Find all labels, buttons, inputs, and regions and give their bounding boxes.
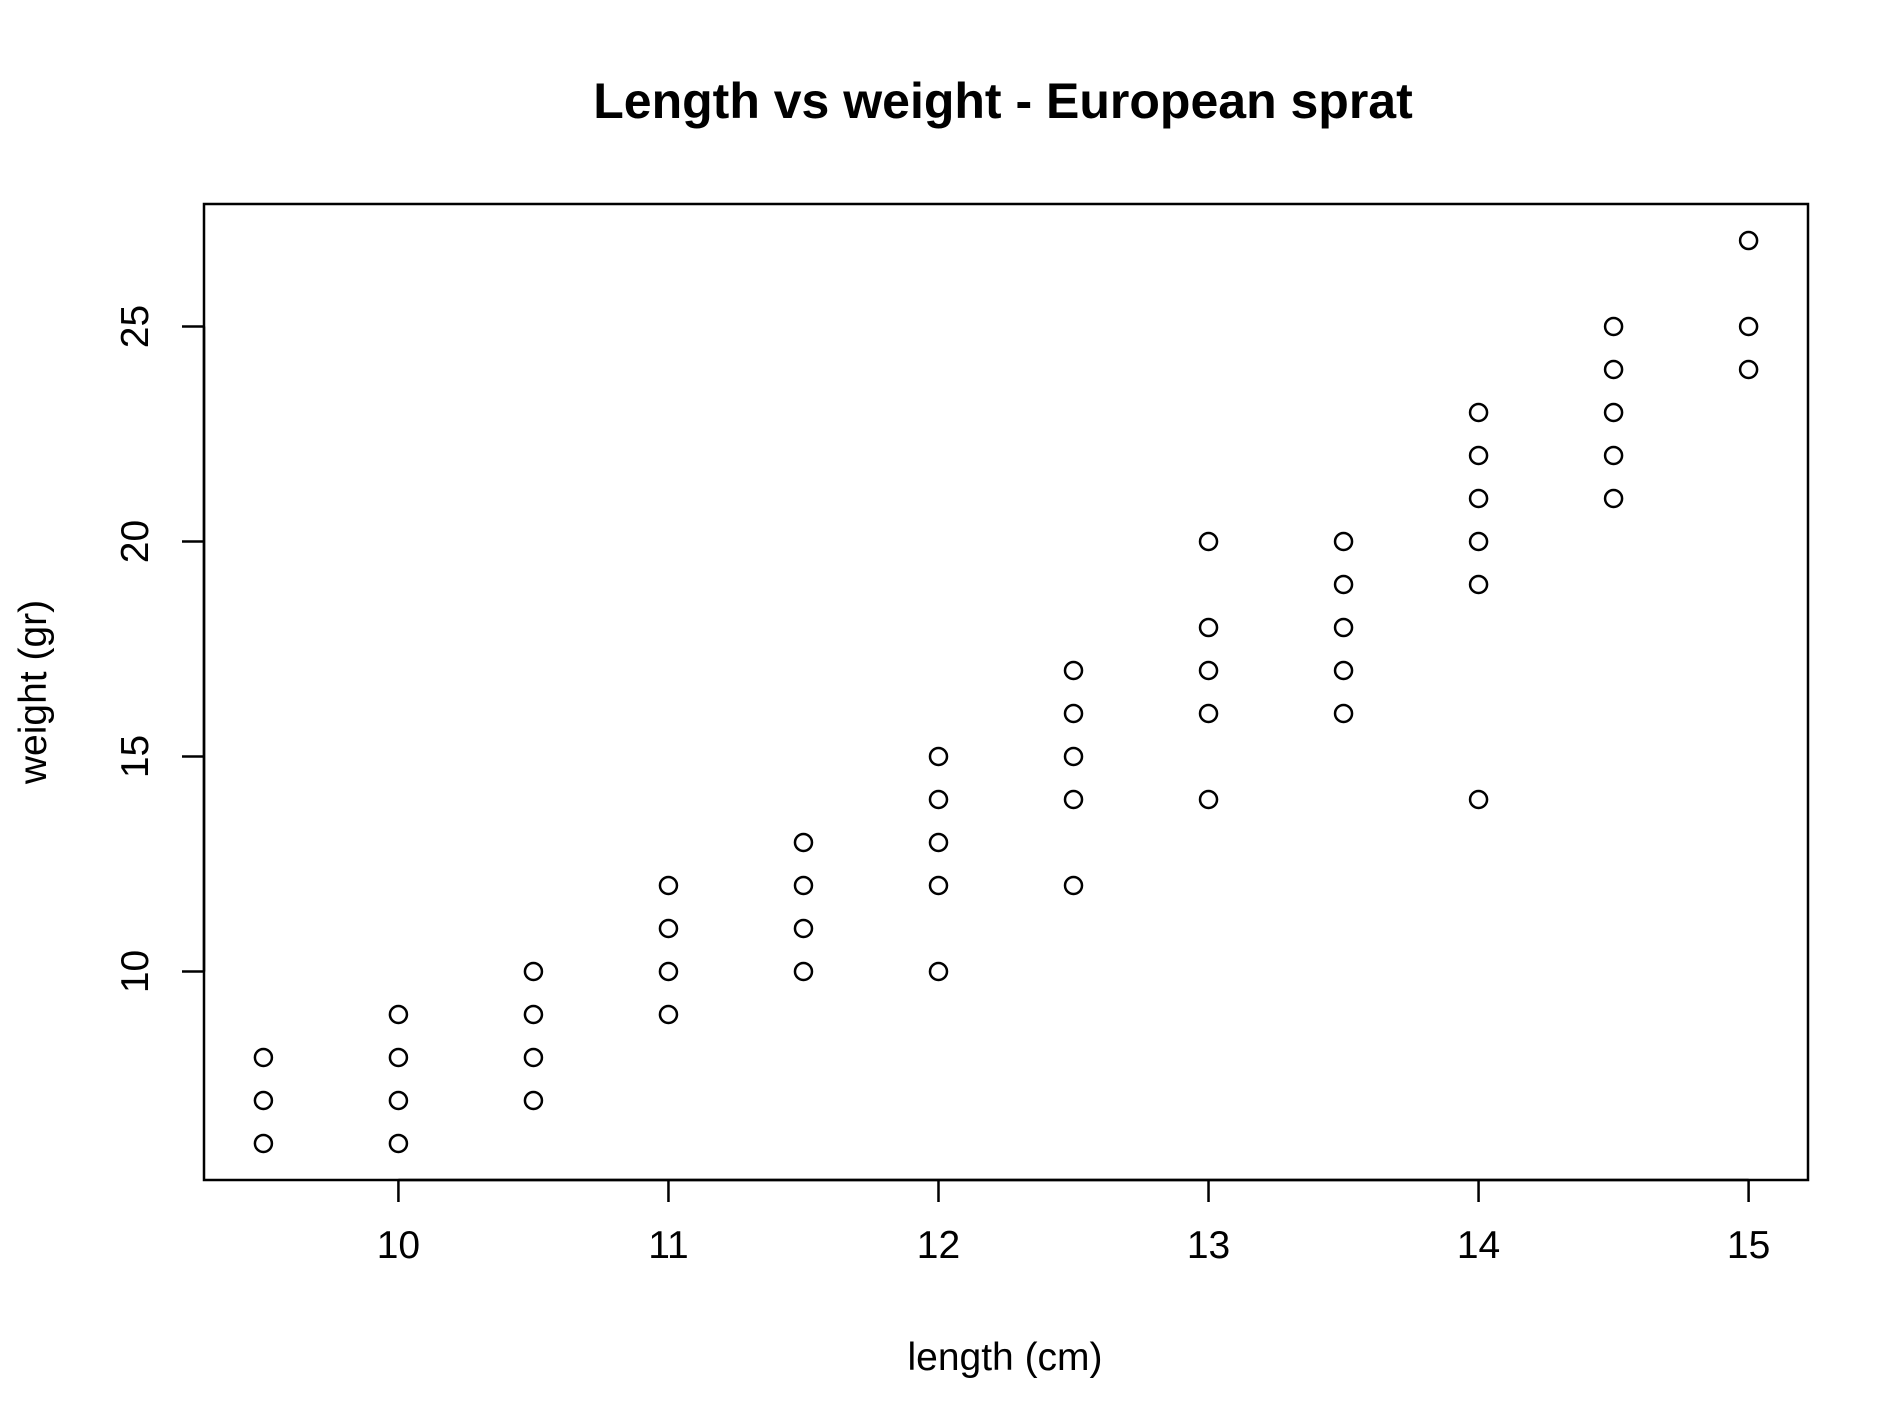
data-points <box>253 230 1759 1154</box>
data-point <box>388 1004 409 1025</box>
data-point <box>928 746 949 767</box>
x-tick-label: 10 <box>377 1224 420 1267</box>
data-point <box>523 1047 544 1068</box>
data-point <box>1063 746 1084 767</box>
data-point <box>523 1004 544 1025</box>
data-point <box>1198 703 1219 724</box>
data-point <box>1738 230 1759 251</box>
data-point <box>1063 789 1084 810</box>
data-point <box>1468 789 1489 810</box>
data-point <box>658 961 679 982</box>
data-point <box>1198 789 1219 810</box>
data-point <box>523 1090 544 1111</box>
x-axis: 10 11 12 13 14 15 <box>377 1178 1770 1267</box>
x-tick-label: 11 <box>648 1224 689 1267</box>
data-point <box>1468 402 1489 423</box>
data-point <box>1603 402 1624 423</box>
data-point <box>1738 316 1759 337</box>
data-point <box>1063 703 1084 724</box>
data-point <box>1333 574 1354 595</box>
data-point <box>928 832 949 853</box>
data-point <box>658 1004 679 1025</box>
data-point <box>1333 531 1354 552</box>
data-point <box>253 1047 274 1068</box>
data-point <box>1333 660 1354 681</box>
data-point <box>1603 488 1624 509</box>
y-tick-label: 20 <box>114 520 157 563</box>
y-axis-label: weight (gr) <box>12 600 55 785</box>
data-point <box>793 918 814 939</box>
data-point <box>388 1090 409 1111</box>
data-point <box>1468 531 1489 552</box>
data-point <box>388 1133 409 1154</box>
data-point <box>1198 617 1219 638</box>
data-point <box>928 961 949 982</box>
data-point <box>1603 445 1624 466</box>
data-point <box>658 918 679 939</box>
y-tick-label: 15 <box>114 735 157 778</box>
x-axis-label: length (cm) <box>907 1336 1102 1379</box>
y-tick-label: 25 <box>114 305 157 348</box>
x-tick-label: 13 <box>1187 1224 1230 1267</box>
y-axis: 10 15 20 25 <box>114 305 206 993</box>
data-point <box>253 1133 274 1154</box>
data-point <box>523 961 544 982</box>
data-point <box>793 875 814 896</box>
y-tick-label: 10 <box>114 950 157 993</box>
data-point <box>793 832 814 853</box>
data-point <box>928 875 949 896</box>
data-point <box>658 875 679 896</box>
data-point <box>1468 488 1489 509</box>
data-point <box>253 1090 274 1111</box>
data-point <box>1603 316 1624 337</box>
data-point <box>1063 660 1084 681</box>
data-point <box>1198 531 1219 552</box>
data-point <box>1468 574 1489 595</box>
data-point <box>1198 660 1219 681</box>
chart-title: Length vs weight - European sprat <box>593 73 1413 129</box>
data-point <box>1468 445 1489 466</box>
x-tick-label: 14 <box>1457 1224 1500 1267</box>
data-point <box>1738 359 1759 380</box>
data-point <box>793 961 814 982</box>
x-tick-label: 12 <box>917 1224 960 1267</box>
data-point <box>1333 703 1354 724</box>
data-point <box>928 789 949 810</box>
data-point <box>1063 875 1084 896</box>
x-tick-label: 15 <box>1727 1224 1770 1267</box>
data-point <box>1603 359 1624 380</box>
data-point <box>388 1047 409 1068</box>
data-point <box>1333 617 1354 638</box>
